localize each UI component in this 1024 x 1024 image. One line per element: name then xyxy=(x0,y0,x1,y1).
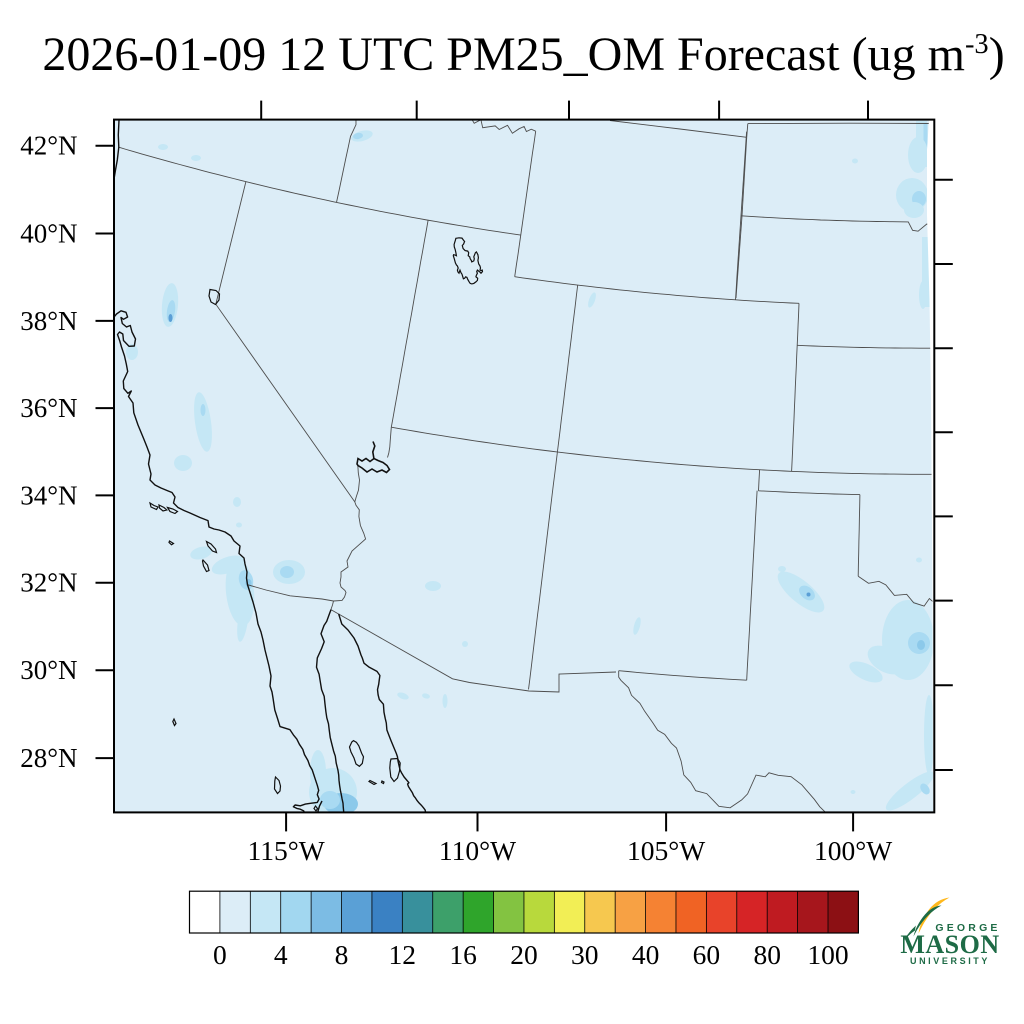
svg-text:GEORGE: GEORGE xyxy=(935,922,1000,934)
svg-text:40: 40 xyxy=(632,939,660,970)
svg-text:100: 100 xyxy=(807,939,848,970)
svg-text:38°N: 38°N xyxy=(20,306,77,336)
svg-text:32°N: 32°N xyxy=(20,568,77,598)
svg-text:100°W: 100°W xyxy=(814,835,892,866)
svg-text:UNIVERSITY: UNIVERSITY xyxy=(910,956,990,966)
svg-text:16: 16 xyxy=(449,939,477,970)
svg-text:80: 80 xyxy=(753,939,781,970)
svg-text:110°W: 110°W xyxy=(439,835,516,866)
svg-text:28°N: 28°N xyxy=(20,743,77,773)
svg-text:MASON: MASON xyxy=(900,930,999,959)
svg-text:20: 20 xyxy=(510,939,538,970)
svg-text:0: 0 xyxy=(213,939,227,970)
svg-text:115°W: 115°W xyxy=(248,835,325,866)
svg-text:12: 12 xyxy=(389,939,417,970)
svg-text:36°N: 36°N xyxy=(20,393,77,423)
svg-text:30°N: 30°N xyxy=(20,655,77,685)
svg-text:30: 30 xyxy=(571,939,599,970)
svg-text:60: 60 xyxy=(693,939,721,970)
svg-text:34°N: 34°N xyxy=(20,480,77,510)
svg-text:105°W: 105°W xyxy=(627,835,705,866)
svg-text:4: 4 xyxy=(274,939,288,970)
svg-text:8: 8 xyxy=(335,939,349,970)
svg-text:2026-01-09 12 UTC PM25_OM Fore: 2026-01-09 12 UTC PM25_OM Forecast (ug m… xyxy=(42,28,1004,81)
svg-text:42°N: 42°N xyxy=(20,131,77,161)
svg-text:40°N: 40°N xyxy=(20,218,77,248)
